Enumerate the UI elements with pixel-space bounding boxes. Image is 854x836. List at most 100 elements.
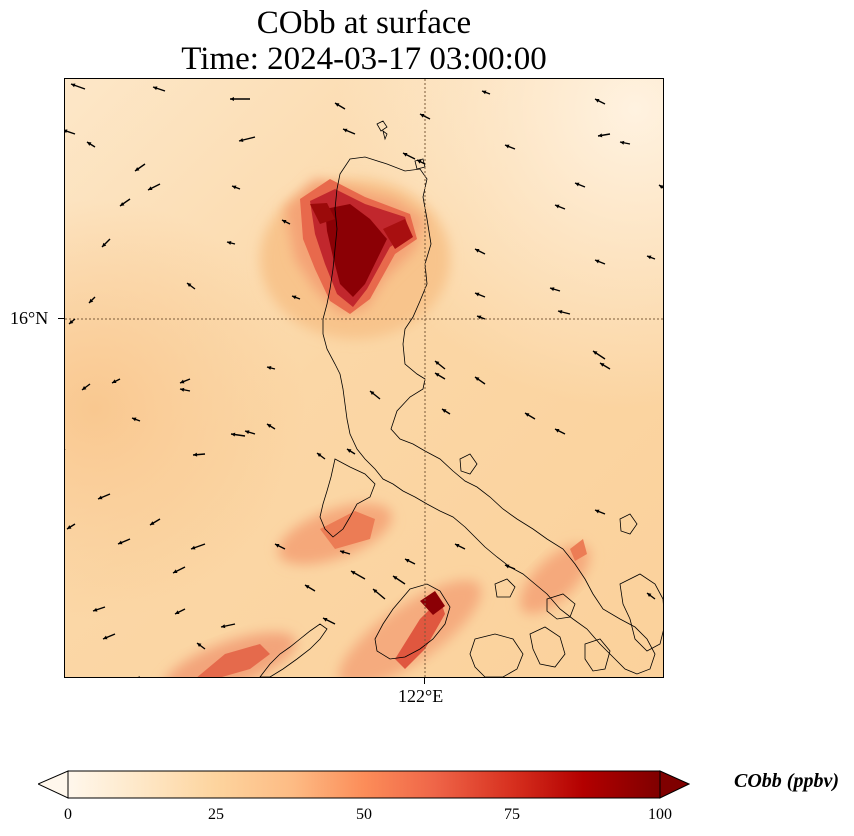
wind-arrow-head [67, 525, 72, 529]
lon-label: 122°E [398, 686, 444, 706]
map-panel [64, 78, 664, 678]
wind-arrow-head [187, 283, 192, 287]
wind-arrow-head [595, 99, 600, 103]
wind-arrow-head [135, 167, 140, 171]
wind-arrow-head [153, 86, 158, 91]
wind-arrow-head [245, 430, 250, 435]
northern-luzon-plume [260, 179, 450, 339]
colorbar-tick-label: 50 [356, 806, 372, 823]
wind-arrow-head [112, 379, 117, 383]
wind-arrow-head [525, 413, 530, 417]
wind-arrow-head [175, 610, 180, 614]
southwest-plume [163, 632, 297, 677]
wind-arrow-head [595, 259, 600, 264]
wind-arrow-head [323, 618, 328, 622]
wind-arrow-head [173, 569, 178, 573]
gridlines [65, 79, 663, 677]
wind-arrow-head [191, 545, 196, 550]
colorbar-tick-label: 25 [208, 806, 224, 823]
wind-arrow-head [305, 585, 310, 589]
central-luzon-plume [278, 503, 392, 565]
colorbar-tick-label: 100 [648, 806, 672, 823]
marinduque-coastline [494, 578, 516, 598]
catanduanes-coastline [619, 513, 638, 535]
wind-arrow-head [475, 377, 480, 381]
wind-arrow-head [475, 292, 480, 297]
wind-arrow-head [647, 255, 652, 260]
wind-arrow-head [593, 351, 598, 355]
plot-time: Time: 2024-03-17 03:00:00 [181, 41, 547, 77]
colorbar-gradient [67, 770, 661, 799]
wind-arrow-head [455, 544, 460, 548]
wind-arrow-head [65, 129, 68, 134]
wind-arrow-head [227, 241, 232, 245]
lat-label: 16°N [10, 308, 49, 328]
mindoro-plume [338, 580, 482, 677]
moderate-concentration-area [65, 79, 663, 677]
coastlines [259, 120, 663, 677]
wind-arrow-head [620, 140, 625, 145]
wind-arrow-head [442, 409, 447, 413]
wind-arrow-head [482, 90, 487, 95]
visayas-coastline [529, 626, 611, 672]
wind-arrow-head [420, 114, 425, 118]
wind-arrow-head [98, 495, 103, 500]
wind-arrow-head [69, 319, 74, 324]
wind-arrow-head [475, 249, 480, 253]
wind-arrow-head [370, 391, 375, 396]
luzon-coastline [322, 156, 656, 675]
wind-arrow-head [292, 295, 297, 300]
wind-arrow-head [647, 593, 652, 597]
wind-arrow-head [132, 417, 137, 422]
colorbar-max-extend [659, 770, 690, 799]
wind-arrow-head [118, 540, 123, 545]
wind-arrow-head [232, 185, 237, 190]
wind-arrow-head [477, 315, 482, 320]
wind-arrow-head [340, 550, 345, 555]
wind-vectors [65, 83, 663, 677]
wind-arrow-head [317, 453, 322, 457]
wind-arrow-head [133, 676, 134, 677]
wind-arrow-head [87, 142, 92, 146]
wind-arrow-head [197, 643, 202, 647]
manila-bay-coastline [319, 458, 376, 538]
wind-arrow-head [417, 160, 422, 164]
wind-arrow-head [89, 298, 94, 303]
bicol-plume [520, 539, 590, 614]
wind-arrow-head [230, 97, 234, 101]
colorbar-label: CObb (ppbv) [734, 770, 839, 792]
polillo-coastline [459, 453, 478, 475]
plot-title: CObb at surface [256, 5, 472, 41]
mindoro-coastline [374, 583, 451, 660]
wind-arrow-head [351, 571, 356, 575]
wind-arrow-head [373, 589, 378, 594]
panay-coastline [469, 633, 524, 677]
wind-arrow-head [239, 138, 244, 142]
wind-arrow-head [405, 559, 410, 563]
wind-arrow-head [595, 509, 600, 514]
samar-coastline [619, 573, 663, 652]
wind-arrow-head [598, 133, 603, 138]
wind-arrow-head [335, 103, 340, 107]
wind-arrow-head [403, 153, 408, 157]
wind-arrow-head [343, 128, 348, 133]
palawan-coastline [259, 623, 328, 677]
wind-arrow-head [93, 607, 98, 612]
wind-arrow-head [600, 363, 605, 367]
wind-arrow-head [435, 361, 440, 366]
wind-arrow-head [282, 220, 287, 224]
wind-arrow-head [347, 449, 352, 453]
wind-arrow-head [231, 432, 236, 437]
wind-arrow-head [102, 242, 107, 247]
wind-arrow-head [221, 624, 226, 629]
map-canvas [65, 79, 663, 677]
wind-arrow-head [393, 576, 398, 580]
wind-arrow-head [150, 521, 155, 525]
wind-arrow-head [267, 366, 272, 370]
wind-arrow-head [435, 373, 440, 377]
wind-arrow-head [575, 182, 580, 187]
wind-arrow-head [275, 544, 280, 548]
wind-arrow-head [505, 564, 510, 569]
wind-arrow-shaft [65, 129, 76, 135]
wind-arrow-head [267, 424, 272, 428]
